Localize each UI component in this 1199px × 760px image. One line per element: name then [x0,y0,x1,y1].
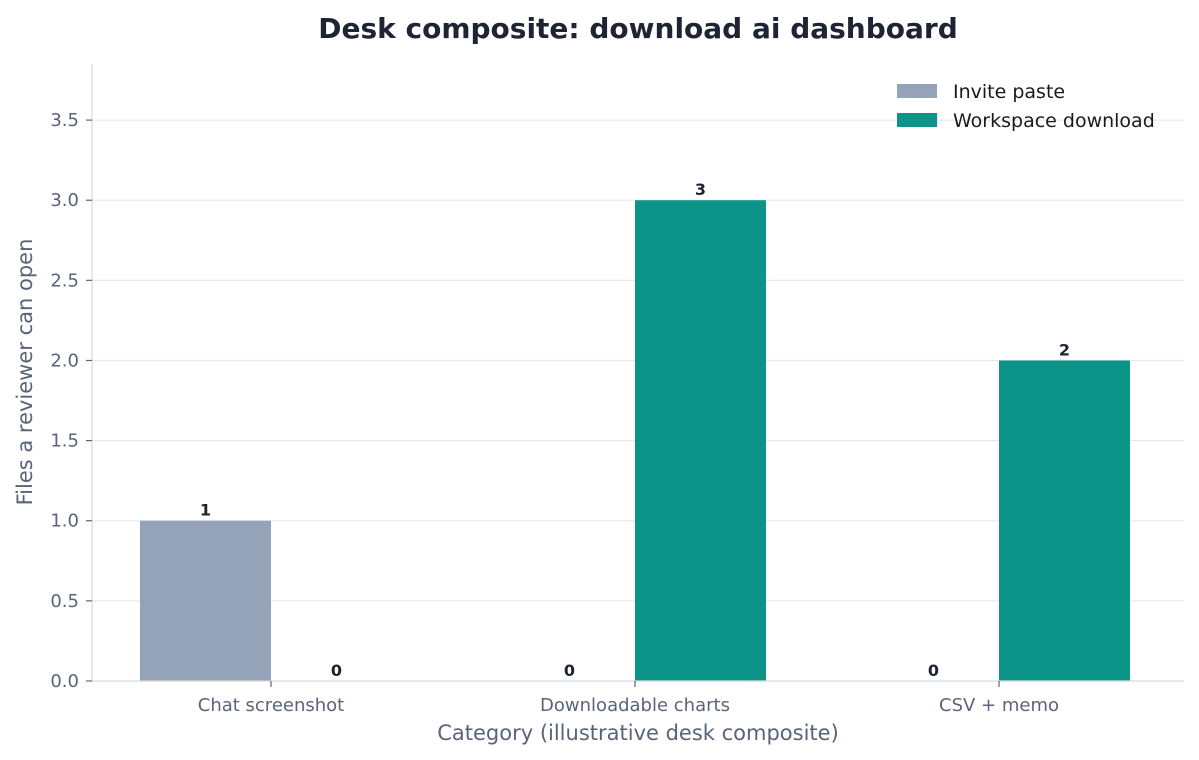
y-axis-ticks: 0.0 0.5 1.0 1.5 2.0 2.5 3.0 3.5 [50,110,92,692]
x-axis-ticks: Chat screenshot Downloadable charts CSV + … [198,681,1059,716]
y-tick-label: 2.5 [50,270,79,291]
legend-label: Workspace download [953,110,1155,132]
bar-workspace-download [999,360,1130,681]
bar-value-label: 0 [331,661,342,680]
y-tick-label: 2.0 [50,350,79,371]
y-axis-title: Files a reviewer can open [13,239,37,506]
legend-swatch [897,84,937,98]
x-tick-label: Chat screenshot [198,695,344,716]
bars [140,200,1130,682]
y-tick-label: 0.0 [50,671,79,692]
bar-value-label: 0 [928,661,939,680]
legend-label: Invite paste [953,81,1065,103]
data-labels: 1 0 0 3 0 2 [200,180,1070,680]
bar-workspace-download [635,200,766,682]
bar-value-label: 2 [1059,340,1070,359]
y-tick-label: 3.5 [50,110,79,131]
legend: Invite paste Workspace download [897,81,1155,132]
x-tick-label: Downloadable charts [540,695,730,716]
y-tick-label: 1.0 [50,511,79,532]
bar-value-label: 3 [695,180,706,199]
bar-value-label: 0 [564,661,575,680]
x-axis-title: Category (illustrative desk composite) [437,721,839,745]
y-tick-label: 0.5 [50,591,79,612]
y-tick-label: 3.0 [50,190,79,211]
y-tick-label: 1.5 [50,431,79,452]
bar-invite-paste [140,520,271,681]
chart-title: Desk composite: download ai dashboard [318,12,958,45]
x-tick-label: CSV + memo [939,695,1059,716]
bar-value-label: 1 [200,501,211,520]
legend-swatch [897,113,937,127]
